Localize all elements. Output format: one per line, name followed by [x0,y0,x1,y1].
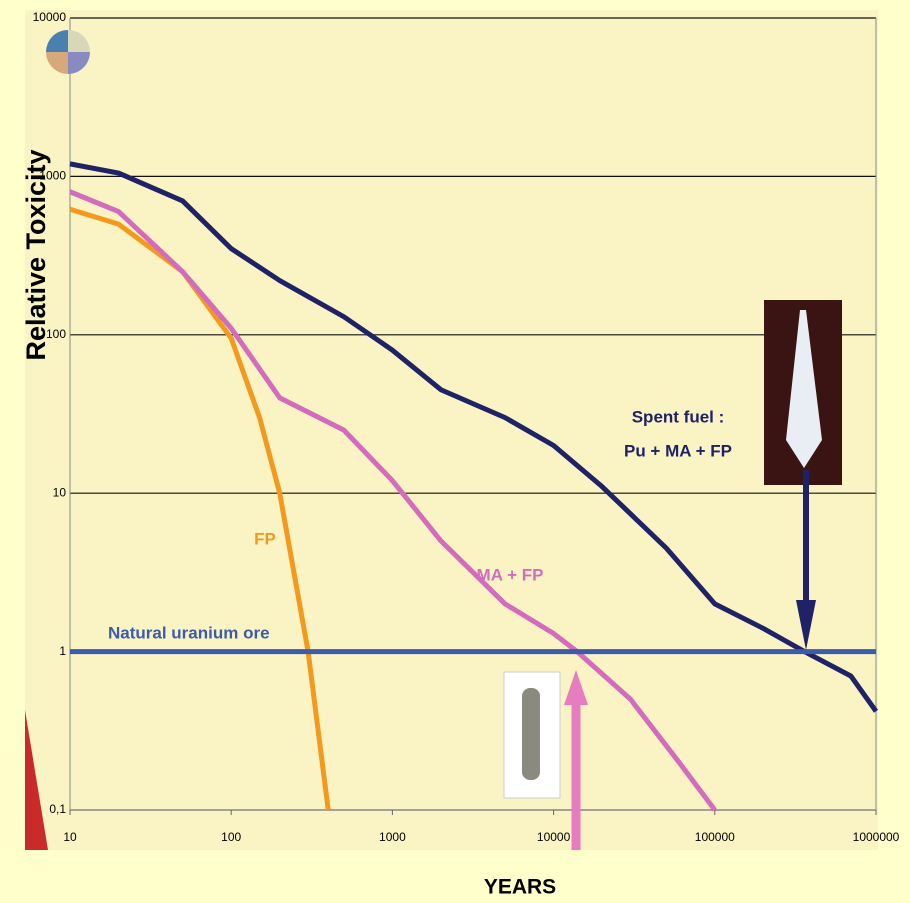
x-tick-label: 1000 [379,830,406,844]
fuel-assembly-image [764,300,842,485]
x-tick-label: 100 [221,830,241,844]
series-label: Natural uranium ore [108,623,270,642]
y-tick-label: 1 [59,644,66,658]
x-tick-label: 10000 [537,830,571,844]
y-tick-label: 10 [53,485,67,499]
x-tick-label: 10 [63,830,77,844]
chart: YEARS Relative Toxicity 0,11101001000100… [0,0,910,903]
y-tick-label: 1000 [39,169,66,183]
y-tick-label: 10000 [33,10,67,24]
page: YEARS Relative Toxicity 0,11101001000100… [0,0,910,903]
x-axis-title: YEARS [484,876,556,899]
series-label: FP [254,529,276,548]
annotation: Pu + MA + FP [624,441,732,460]
canister-image [504,672,560,798]
annotation: Spent fuel : [632,407,725,426]
logo [46,30,90,74]
x-tick-label: 100000 [695,830,735,844]
y-tick-label: 0,1 [49,802,66,816]
plot-background [25,10,878,850]
x-tick-label: 1000000 [853,830,900,844]
y-tick-label: 100 [46,327,66,341]
series-label: MA + FP [477,565,544,584]
